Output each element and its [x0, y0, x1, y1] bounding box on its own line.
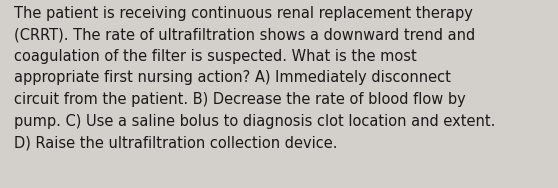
Text: The patient is receiving continuous renal replacement therapy
(CRRT). The rate o: The patient is receiving continuous rena…	[14, 6, 496, 150]
